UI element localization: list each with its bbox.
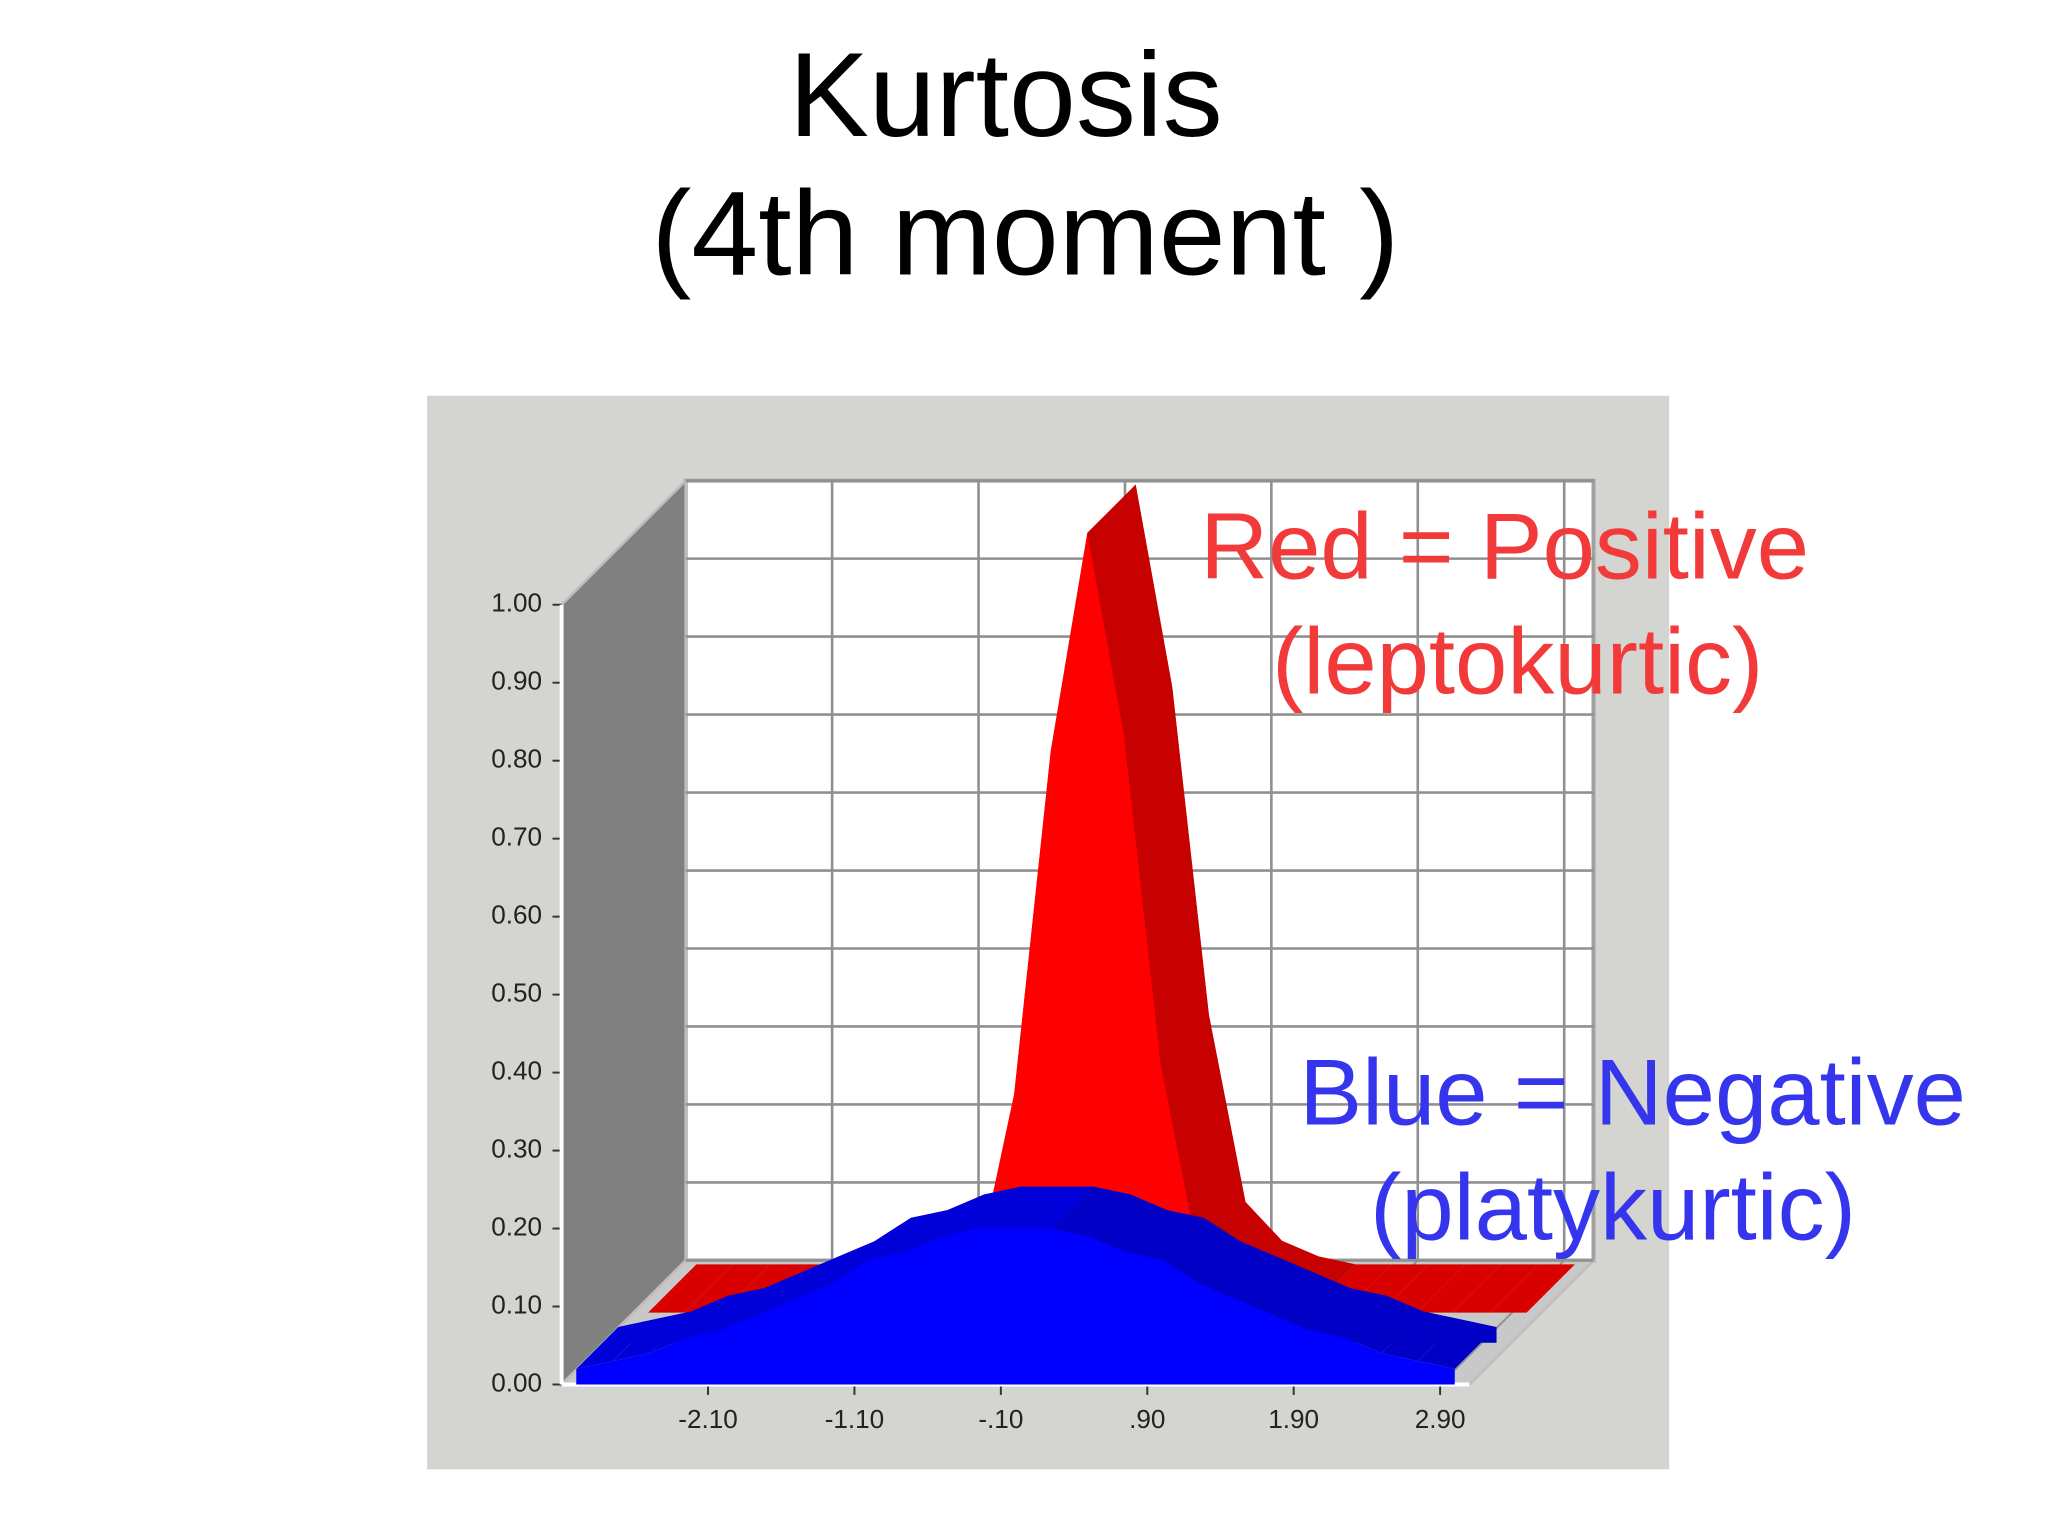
y-tick-label: 0.00 — [491, 1367, 542, 1397]
series-top — [1344, 1295, 1424, 1354]
series-top — [1160, 1014, 1246, 1251]
annotation: Red = Positive — [1200, 494, 1809, 599]
series-top — [905, 1194, 985, 1252]
x-tick-label: .90 — [1129, 1404, 1165, 1434]
series-top — [1418, 1319, 1497, 1369]
series-top — [684, 1264, 770, 1313]
series-top — [1489, 1264, 1575, 1313]
x-tick-label: 1.90 — [1268, 1404, 1319, 1434]
slide-subtitle: (4th moment ) — [651, 167, 1399, 301]
annotation: (leptokurtic) — [1272, 609, 1763, 714]
series-top — [832, 1217, 911, 1284]
y-tick-label: 0.50 — [491, 978, 542, 1008]
series-top — [722, 1272, 802, 1330]
series-top — [1015, 1186, 1094, 1229]
x-tick-label: -1.10 — [825, 1404, 885, 1434]
series-top — [576, 1319, 655, 1369]
y-tick-label: 0.30 — [491, 1133, 542, 1163]
series-top — [612, 1311, 692, 1362]
series-top — [1088, 1194, 1168, 1252]
x-tick-label: -.10 — [978, 1404, 1023, 1434]
series-top — [795, 1241, 875, 1299]
series-top — [1271, 1272, 1351, 1330]
y-tick-label: 0.10 — [491, 1289, 542, 1319]
series-top — [759, 1256, 838, 1315]
series-front — [576, 1228, 1455, 1385]
y-tick-label: 1.00 — [491, 588, 542, 618]
series-top — [1161, 1217, 1241, 1284]
series-top — [942, 1186, 1021, 1237]
series-top — [1380, 1264, 1466, 1313]
y-tick-label: 0.20 — [491, 1211, 542, 1241]
series-top — [1198, 1241, 1277, 1299]
series-top — [1416, 1264, 1502, 1313]
series-top — [1235, 1256, 1314, 1315]
annotation: (platykurtic) — [1370, 1155, 1856, 1260]
series-top — [649, 1295, 728, 1354]
series-top — [869, 1210, 948, 1260]
y-tick-label: 0.90 — [491, 666, 542, 696]
series-top — [1453, 1264, 1539, 1313]
plot: 0.00 0.10 0.20 0.30 0.40 0.50 0.60 0.70 0.80 0.90… — [491, 479, 1594, 1434]
series-top — [1052, 1186, 1131, 1237]
annotation: Blue = Negative — [1299, 1040, 1965, 1145]
y-tick-label: 0.80 — [491, 744, 542, 774]
y-tick-label: 0.40 — [491, 1055, 542, 1085]
slide-title: Kurtosis — [789, 28, 1223, 162]
y-tick-label: 0.70 — [491, 822, 542, 852]
series-top — [1125, 1210, 1204, 1260]
series-top — [1381, 1311, 1460, 1362]
series-top — [648, 1264, 734, 1313]
series-top — [1308, 1288, 1387, 1338]
y-tick-label: 0.60 — [491, 900, 542, 930]
series-top — [1123, 687, 1209, 1064]
x-tick-label: -2.10 — [678, 1404, 738, 1434]
series-top — [978, 1186, 1058, 1229]
series-front — [648, 532, 1527, 1313]
left-wall — [560, 477, 688, 1388]
series-top — [1087, 484, 1173, 736]
series-top — [686, 1288, 765, 1338]
x-tick-label: 2.90 — [1415, 1404, 1466, 1434]
